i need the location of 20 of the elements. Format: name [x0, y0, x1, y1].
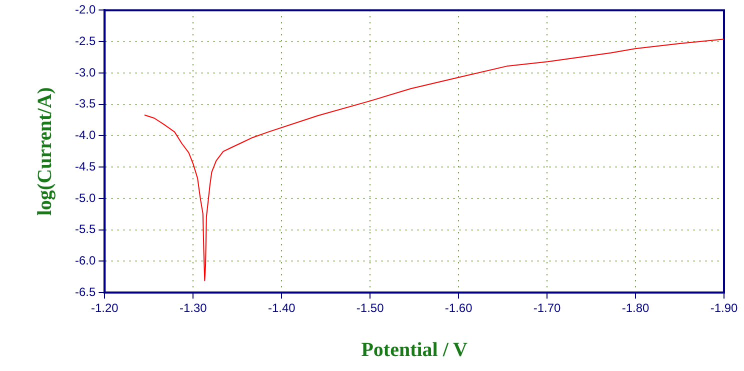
- y-tick-label: -6.5: [74, 284, 96, 299]
- x-tick-label: -1.80: [622, 301, 650, 316]
- y-tick-label: -6.0: [74, 254, 96, 268]
- x-tick-label: -1.20: [91, 301, 119, 316]
- x-tick-label: -1.50: [356, 301, 384, 316]
- y-tick-label: -4.0: [74, 128, 96, 142]
- y-tick-label: -4.5: [74, 159, 96, 174]
- x-tick-label: -1.70: [533, 301, 562, 316]
- y-tick-label: -2.5: [74, 34, 96, 48]
- x-tick-label: -1.60: [444, 301, 473, 316]
- x-axis-title: Potential / V: [361, 339, 468, 362]
- y-tick-label: -5.5: [74, 222, 96, 236]
- y-tick-label: -2.0: [74, 2, 96, 17]
- y-tick-label: -3.0: [74, 65, 96, 80]
- y-axis-title: log(Current/A): [34, 87, 56, 216]
- x-tick-label: -1.90: [710, 301, 738, 316]
- y-tick-label: -3.5: [74, 96, 96, 111]
- x-tick-label: -1.40: [268, 301, 296, 316]
- y-tick-label: -5.0: [74, 190, 96, 205]
- x-tick-label: -1.30: [179, 301, 208, 316]
